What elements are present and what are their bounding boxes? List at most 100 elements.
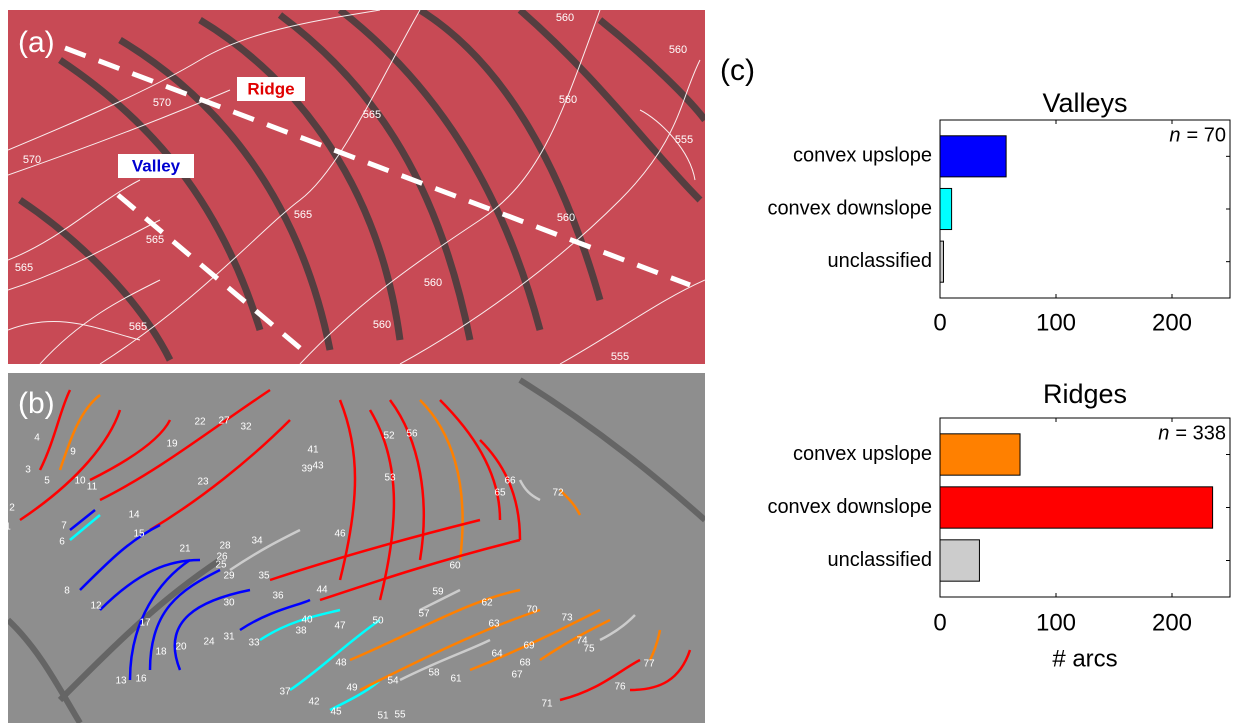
arc-label: 19: [166, 439, 178, 450]
bar: [940, 241, 943, 282]
arc-label: 35: [258, 571, 270, 582]
x-tick-label: 0: [933, 609, 946, 636]
arc-label: 12: [90, 601, 102, 612]
chart-title: Ridges: [1043, 379, 1127, 409]
arc-label: 68: [519, 658, 531, 669]
contour-label: 560: [559, 94, 577, 106]
x-tick-label: 100: [1036, 309, 1076, 336]
x-tick-label: 200: [1152, 309, 1192, 336]
arc-label: 47: [334, 621, 346, 632]
arc-label: 17: [139, 618, 151, 629]
arc-label: 62: [481, 598, 493, 609]
arc-label: 1: [5, 522, 11, 533]
arc-label: 36: [272, 591, 284, 602]
arc-label: 75: [583, 644, 595, 655]
annotation-variable: n: [1169, 124, 1180, 146]
arc-label: 43: [312, 461, 324, 472]
arc-label: 64: [491, 649, 503, 660]
x-tick-label: 100: [1036, 609, 1076, 636]
contour-label: 565: [146, 234, 164, 246]
y-tick-label: convex downslope: [767, 197, 932, 219]
arc-label: 49: [346, 683, 358, 694]
arc-label: 6: [59, 537, 65, 548]
arc-label: 11: [87, 482, 98, 493]
arc-label: 15: [133, 529, 145, 540]
x-axis-label: # arcs: [1052, 645, 1117, 672]
arc-label: 20: [175, 642, 187, 653]
chart-title: Valleys: [1042, 88, 1127, 118]
x-tick-label: 200: [1152, 609, 1192, 636]
arc-label: 48: [335, 658, 347, 669]
ridge-label: Ridge: [247, 79, 294, 98]
y-tick-label: convex upslope: [793, 443, 932, 465]
arc-label: 7: [61, 521, 67, 532]
arc-label: 65: [494, 488, 506, 499]
contour-label: 565: [294, 209, 312, 221]
arc-label: 40: [301, 615, 313, 626]
panel-label: (c): [720, 54, 755, 87]
arc-label: 46: [334, 529, 346, 540]
annotation: = 70: [1187, 124, 1226, 146]
arc-label: 9: [70, 447, 76, 458]
valley-label: Valley: [132, 156, 181, 175]
arc-label: 32: [240, 422, 252, 433]
arc-label: 34: [251, 536, 263, 547]
arc-label: 30: [223, 598, 235, 609]
contour-label: 555: [675, 134, 693, 146]
arc-label: 31: [223, 632, 235, 643]
arc-label: 52: [383, 431, 395, 442]
arc-label: 3: [25, 465, 31, 476]
contour-label: 565: [363, 109, 381, 121]
arc-label: 24: [203, 637, 215, 648]
bar: [940, 434, 1020, 475]
arc-label: 41: [307, 445, 319, 456]
arc-label: 4: [34, 433, 40, 444]
panel-a-image: [8, 10, 705, 364]
arc-label: 61: [450, 674, 462, 685]
bar: [940, 136, 1006, 177]
arc-label: 70: [526, 605, 538, 616]
annotation: = 338: [1175, 422, 1226, 444]
figure: (a) (b) (c) Ridge Valley 560560570570565…: [0, 0, 1242, 728]
arc-label: 5: [44, 476, 50, 487]
y-tick-label: unclassified: [827, 549, 932, 571]
arc-label: 56: [406, 429, 418, 440]
arc-label: 42: [308, 697, 320, 708]
arc-label: 13: [115, 676, 127, 687]
arc-label: 69: [523, 641, 535, 652]
arc-label: 58: [428, 668, 440, 679]
y-tick-label: convex upslope: [793, 145, 932, 167]
arc-label: 63: [488, 619, 500, 630]
arc-label: 76: [614, 682, 626, 693]
contour-label: 565: [15, 262, 33, 274]
arc-label: 53: [384, 473, 396, 484]
arc-label: 60: [449, 561, 461, 572]
arc-label: 67: [511, 670, 523, 681]
arc-label: 77: [643, 659, 655, 670]
x-tick-label: 0: [933, 309, 946, 336]
arc-label: 26: [216, 552, 228, 563]
arc-label: 37: [279, 687, 291, 698]
contour-label: 560: [557, 212, 575, 224]
arc-label: 2: [9, 503, 15, 514]
contour-label: 560: [556, 12, 574, 24]
contour-label: 560: [373, 319, 391, 331]
arc-label: 22: [194, 417, 206, 428]
panel-b-image: [8, 373, 705, 723]
arc-label: 55: [394, 710, 406, 721]
y-tick-label: unclassified: [827, 250, 932, 272]
arc-label: 39: [301, 464, 313, 475]
bar: [940, 540, 979, 581]
arc-label: 45: [330, 707, 342, 718]
arc-label: 73: [561, 613, 573, 624]
contour-label: 565: [129, 321, 147, 333]
panel-label: (b): [18, 387, 55, 420]
arc-label: 29: [223, 571, 235, 582]
arc-label: 16: [135, 674, 147, 685]
arc-label: 59: [432, 587, 444, 598]
arc-label: 51: [377, 711, 389, 722]
contour-label: 560: [669, 44, 687, 56]
arc-label: 10: [74, 476, 86, 487]
arc-label: 71: [541, 699, 553, 710]
contour-label: 570: [23, 154, 41, 166]
